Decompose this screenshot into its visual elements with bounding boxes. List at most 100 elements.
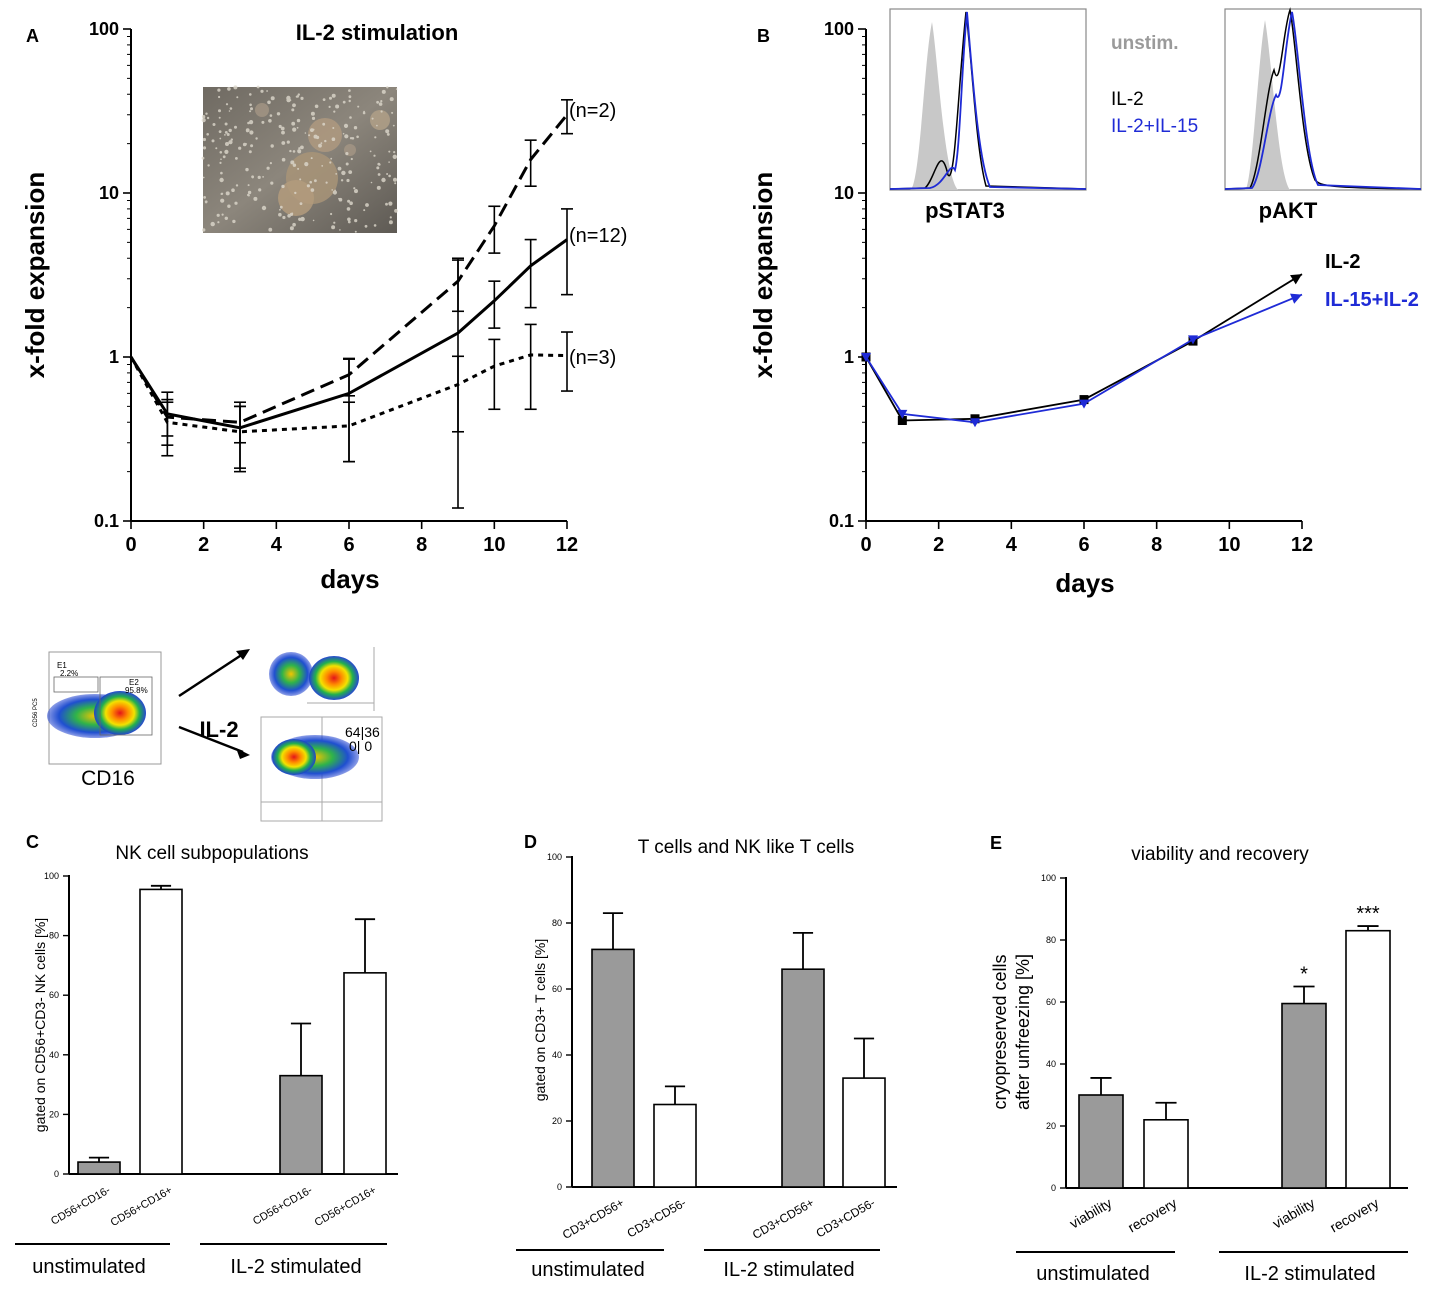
micrograph-cell (371, 117, 374, 120)
panel-a-ylabel: x-fold expansion (20, 172, 50, 379)
legend-unstim: unstim. (1111, 33, 1179, 54)
micrograph-cell (337, 166, 342, 171)
micrograph-cell (206, 116, 210, 120)
micrograph-cell (228, 110, 231, 112)
micrograph-cell (331, 137, 336, 141)
micrograph-cell (348, 89, 351, 92)
micrograph-cell (312, 128, 315, 131)
panel-b-series-label-il2: IL-2 (1325, 251, 1361, 273)
micrograph-cell (256, 85, 260, 89)
micrograph-cell (380, 100, 383, 103)
micrograph-cell (248, 150, 252, 154)
panel-d-bar-2 (781, 968, 825, 1188)
panel-c-category-label-2: CD56+CD16- (251, 1184, 315, 1228)
panel-c-ytick-label: 80 (49, 931, 59, 941)
micrograph-cell (224, 134, 226, 136)
panel-d-title: T cells and NK like T cells (638, 837, 854, 858)
panel-c-ytick-label: 40 (49, 1050, 59, 1060)
panel-a-series-0-line (129, 113, 569, 424)
panel-d-group-il2: IL-2 stimulated (723, 1259, 854, 1281)
panel-b-xtick-label: 8 (1151, 534, 1162, 556)
micrograph-cell (345, 152, 349, 156)
micrograph-cell (376, 100, 379, 104)
micrograph-cell (394, 209, 398, 213)
micrograph-cell (314, 104, 319, 109)
panel-d-ytick-label: 40 (552, 1050, 562, 1060)
panel-b-plot-area (861, 273, 1303, 428)
micrograph-cell (349, 137, 353, 140)
micrograph-cell (219, 161, 222, 164)
micrograph-cell (311, 116, 316, 120)
legend-il2-il15: IL-2+IL-15 (1111, 116, 1198, 137)
panel-e-title: viability and recovery (1131, 844, 1309, 865)
panel-c-bar-0 (77, 1161, 121, 1175)
panel-c-ytick-label: 0 (54, 1169, 59, 1179)
micrograph-cell (388, 150, 391, 153)
micrograph-cell (201, 156, 205, 160)
panel-b-chart: B 0 2 4 6 8 10 12 0.1 1 10 100 days x-fold expansi… (748, 7, 1422, 598)
panel-a-xlabel: days (320, 564, 379, 594)
micrograph-cell (304, 132, 307, 134)
micrograph-cell (328, 105, 331, 108)
panel-a-series-label-n3: (n=3) (569, 347, 616, 369)
panel-b-series-1-marker (970, 418, 980, 428)
micrograph-cell (365, 203, 369, 207)
panel-b-letter: B (757, 26, 770, 46)
micrograph-cell (310, 111, 315, 116)
micrograph-cell (339, 229, 341, 231)
micrograph-cell (394, 182, 397, 185)
micrograph-cell (349, 201, 353, 205)
micrograph-cell (251, 176, 254, 179)
panel-a-series-label-n2: (n=2) (569, 100, 616, 122)
micrograph-cell (388, 201, 393, 206)
micrograph-cell (295, 95, 298, 98)
micrograph-cell (250, 144, 254, 148)
micrograph-cell (257, 175, 261, 179)
micrograph-cell (376, 124, 378, 127)
micrograph-cell (343, 123, 349, 128)
micrograph-cell (270, 96, 275, 101)
micrograph-cell (354, 230, 357, 233)
panel-d-category-label-1: CD3+CD56- (625, 1195, 689, 1240)
stimulation-arrows (178, 649, 250, 759)
micrograph-cell (356, 135, 359, 139)
panel-b-xtick-label: 2 (933, 534, 944, 556)
micrograph-cell (261, 120, 265, 124)
panel-d-bar-1 (653, 1103, 697, 1188)
micrograph-cell (388, 220, 393, 225)
micrograph-cell (350, 157, 353, 161)
panel-e-category-label-3: recovery (1327, 1195, 1381, 1236)
micrograph-cell (230, 138, 233, 141)
panel-e-category-label-1: recovery (1125, 1195, 1179, 1236)
micrograph-cell (386, 133, 390, 136)
micrograph-cell (374, 136, 377, 139)
panel-c-bar-2 (279, 1074, 323, 1175)
micrograph-cell (292, 163, 297, 167)
micrograph-cell (227, 87, 231, 91)
micrograph-cell (219, 177, 224, 183)
panel-d-category-label-0: CD3+CD56+ (560, 1195, 626, 1241)
micrograph-cell (292, 150, 296, 153)
micrograph-cell (281, 141, 286, 145)
gate-e1-label: E1 (57, 661, 67, 670)
micrograph-cell (224, 149, 229, 154)
micrograph-cell (395, 88, 398, 90)
micrograph-cell (331, 225, 336, 230)
micrograph-cell (320, 142, 323, 145)
panel-e-significance-3: *** (1356, 903, 1380, 925)
panel-b-ytick-label: 10 (834, 183, 854, 203)
micrograph-cell (236, 96, 239, 99)
micrograph-cell (377, 173, 381, 176)
micrograph-cell (247, 184, 250, 187)
micrograph-cell (235, 184, 239, 187)
micrograph-cell (227, 204, 231, 208)
micrograph-cell (234, 125, 237, 129)
pstat3-label: pSTAT3 (925, 198, 1005, 223)
micrograph-cell (220, 158, 222, 160)
panel-e-ytick-label: 100 (1041, 873, 1056, 883)
micrograph-cell (335, 104, 340, 109)
legend-il2: IL-2 (1111, 89, 1144, 110)
micrograph-cell (341, 170, 346, 176)
micrograph-cell (250, 107, 253, 111)
micrograph-cell (386, 173, 389, 175)
